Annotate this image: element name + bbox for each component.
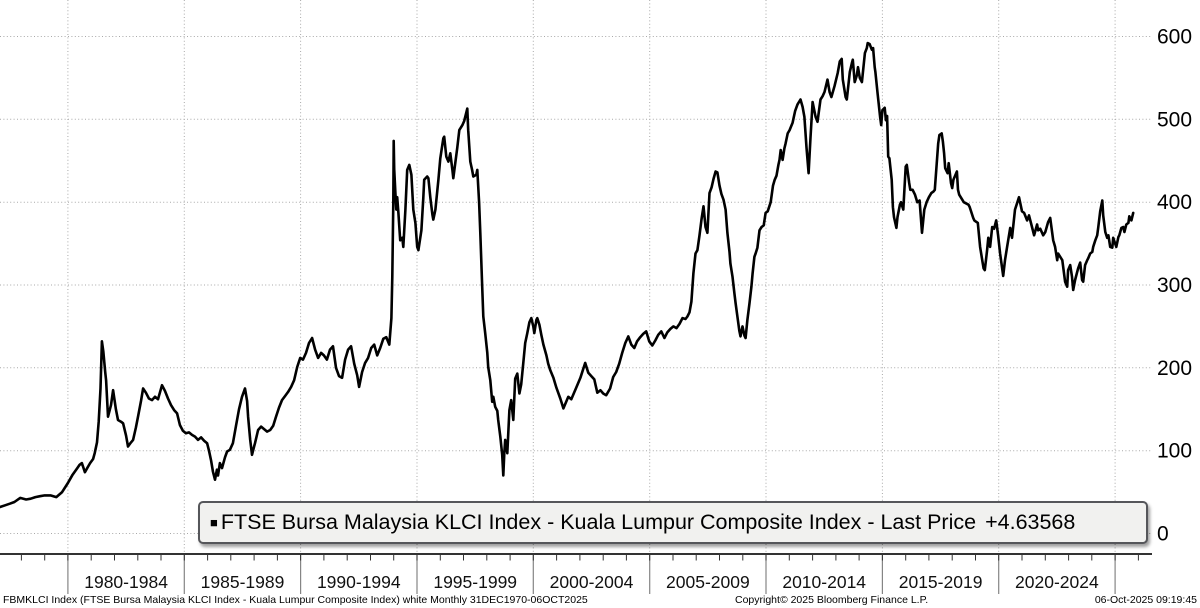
x-axis-label: 2005-2009 [666,572,750,592]
y-axis-label: 0 [1157,523,1169,546]
x-axis-label: 2010-2014 [782,572,866,592]
price-line [0,41,1135,509]
x-axis-label: 2000-2004 [550,572,634,592]
y-axis-label: 500 [1157,108,1192,131]
y-axis-label: 300 [1157,274,1192,297]
x-axis-label: 1990-1994 [317,572,401,592]
x-axis-label: 1995-1999 [433,572,517,592]
x-axis-label: 2020-2024 [1015,572,1099,592]
y-axis-label: 400 [1157,191,1192,214]
series-marker-icon: ■ [210,515,218,530]
footer-copyright: Copyright© 2025 Bloomberg Finance L.P. [735,594,929,606]
x-axis-label: 2015-2019 [899,572,983,592]
series-legend-label: FTSE Bursa Malaysia KLCI Index - Kuala L… [220,510,977,534]
y-axis-label: 600 [1157,26,1192,49]
y-axis-label: 200 [1157,357,1192,380]
x-axis-label: 1980-1984 [84,572,168,592]
y-axis-label: 100 [1157,440,1192,463]
footer-datetime: 06-Oct-2025 09:19:45 [1094,594,1197,606]
footer-security-description: FBMKLCI Index (FTSE Bursa Malaysia KLCI … [3,594,588,606]
series-last-price-value: +4.63568 [985,510,1076,534]
x-axis-label: 1985-1989 [201,572,285,592]
chart-legend-tooltip[interactable]: ■ FTSE Bursa Malaysia KLCI Index - Kuala… [198,501,1148,544]
